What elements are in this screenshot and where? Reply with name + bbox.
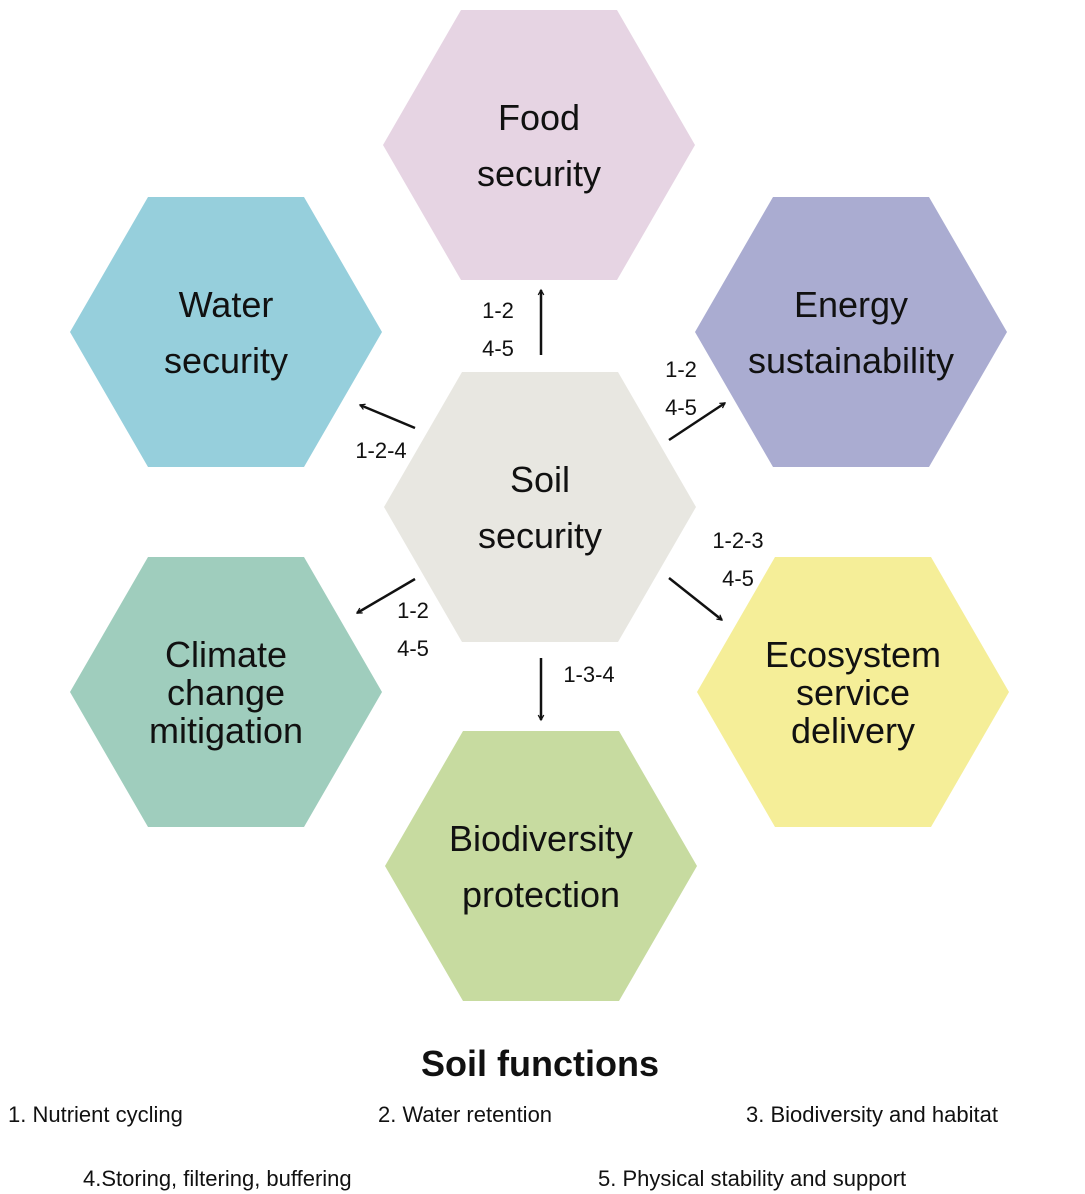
hex-label-line: Soil: [510, 459, 570, 500]
hex-label: Energy sustainability: [748, 284, 954, 381]
arrow-label: 1-2-4: [355, 438, 406, 463]
arrow-label-line: 1-2: [397, 598, 429, 623]
arrow: [668, 401, 727, 442]
hexagon: [385, 731, 697, 1001]
legend-item: 3. Biodiversity and habitat: [746, 1102, 998, 1127]
arrow: [668, 577, 723, 621]
hexagon: [383, 10, 695, 280]
hex-label-line: Energy: [794, 284, 908, 325]
hex-label: Water security: [164, 284, 288, 381]
legend-item: 1. Nutrient cycling: [8, 1102, 183, 1127]
hex-label: Climate change mitigation: [149, 634, 303, 751]
hex-label: Biodiversity protection: [449, 818, 633, 915]
arrow: [358, 403, 416, 430]
arrow-label: 1-2 4-5: [665, 357, 697, 420]
hex-label-line: delivery: [791, 710, 915, 751]
arrow-label-line: 1-2-4: [355, 438, 406, 463]
arrow-label-line: 4-5: [482, 336, 514, 361]
arrow: [355, 577, 416, 615]
legend-item: 2. Water retention: [378, 1102, 552, 1127]
legend-item: 4.Storing, filtering, buffering: [83, 1166, 352, 1191]
arrow-label: 1-2-3 4-5: [712, 528, 763, 591]
hex-label-line: security: [478, 515, 602, 556]
arrow-label: 1-2 4-5: [482, 298, 514, 361]
hexagon: [70, 197, 382, 467]
hex-label-line: security: [164, 340, 288, 381]
hexagon: [70, 557, 382, 827]
hex-label: Soil security: [478, 459, 602, 556]
hex-label-line: change: [167, 672, 285, 713]
hex-label-line: Water: [179, 284, 274, 325]
hex-label-line: Ecosystem: [765, 634, 941, 675]
arrow-label: 1-3-4: [563, 662, 614, 687]
hex-label-line: service: [796, 672, 910, 713]
hex-label-line: security: [477, 153, 601, 194]
arrow-label-line: 1-2: [482, 298, 514, 323]
hex-label-line: Food: [498, 97, 580, 138]
arrow-label-line: 1-3-4: [563, 662, 614, 687]
hex-label-line: protection: [462, 874, 620, 915]
hex-label-line: mitigation: [149, 710, 303, 751]
hex-label-line: Climate: [165, 634, 287, 675]
hex-label: Ecosystem service delivery: [765, 634, 941, 751]
arrow-label-line: 1-2-3: [712, 528, 763, 553]
legend-title: Soil functions: [421, 1043, 659, 1084]
legend-item: 5. Physical stability and support: [598, 1166, 906, 1191]
arrow-label-line: 4-5: [397, 636, 429, 661]
arrow-label: 1-2 4-5: [397, 598, 429, 661]
arrow-label-line: 4-5: [665, 395, 697, 420]
hexagon: [697, 557, 1009, 827]
hex-label: Food security: [477, 97, 601, 194]
arrow-label-line: 1-2: [665, 357, 697, 382]
hexagon: [384, 372, 696, 642]
hex-label-line: Biodiversity: [449, 818, 633, 859]
hexagon: [695, 197, 1007, 467]
arrow-label-line: 4-5: [722, 566, 754, 591]
hex-label-line: sustainability: [748, 340, 954, 381]
